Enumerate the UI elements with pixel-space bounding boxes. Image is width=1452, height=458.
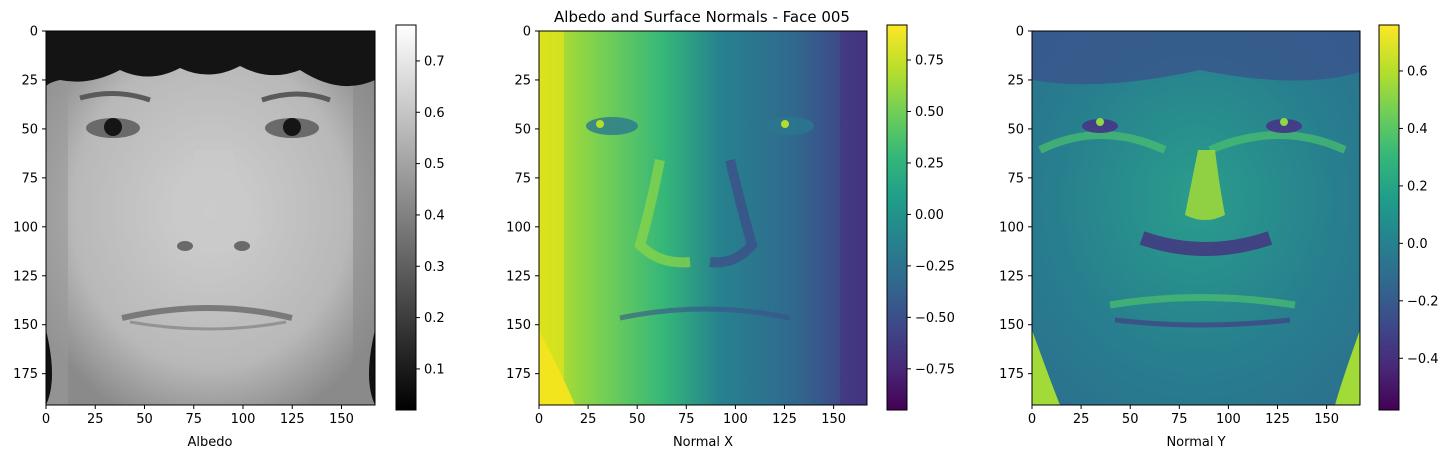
x-tick-label: 50 (1122, 412, 1139, 427)
x-tick-label: 50 (629, 412, 646, 427)
colorbar-tick-label: 0.2 (424, 311, 445, 326)
normal-x-x-label: Normal X (673, 435, 733, 450)
y-tick-label: 125 (506, 269, 531, 284)
y-tick-label: 100 (506, 220, 531, 235)
y-tick-label: 25 (21, 73, 38, 88)
normal-y-panel: 0 25 50 75 100 125 150 0 25 50 75 100 125 150 175 Nor… (999, 24, 1439, 450)
normal-y-y-axis: 0 25 50 75 100 125 150 175 (999, 25, 1032, 382)
colorbar-tick-label: 0.5 (424, 157, 445, 172)
y-tick-label: 0 (30, 25, 38, 40)
x-tick-label: 125 (1265, 412, 1290, 427)
y-tick-label: 50 (1007, 122, 1024, 137)
x-tick-label: 150 (821, 412, 846, 427)
normal-y-image (1032, 31, 1360, 405)
colorbar-tick-label: 0.0 (1407, 237, 1428, 252)
colorbar-tick-label: 0.3 (424, 260, 445, 275)
albedo-image (46, 31, 375, 405)
colorbar-tick-label: −0.75 (915, 362, 955, 377)
y-tick-label: 125 (13, 269, 38, 284)
albedo-y-axis: 0 25 50 75 100 125 150 175 (13, 25, 46, 382)
colorbar-tick-label: −0.50 (915, 311, 955, 326)
y-tick-label: 50 (21, 122, 38, 137)
x-tick-label: 150 (1314, 412, 1339, 427)
colorbar-tick-label: 0.6 (424, 106, 445, 121)
y-tick-label: 25 (1007, 73, 1024, 88)
colorbar-tick-label: 0.00 (915, 208, 944, 223)
y-tick-label: 150 (999, 318, 1024, 333)
y-tick-label: 125 (999, 269, 1024, 284)
colorbar-tick-label: 0.4 (1407, 122, 1428, 137)
normal-x-panel: 0 25 50 75 100 125 150 0 25 50 75 100 125 150 175 Nor… (506, 24, 955, 450)
colorbar-tick-label: 0.1 (424, 362, 445, 377)
colorbar-tick-label: 0.7 (424, 54, 445, 69)
normal-x-x-axis: 0 25 50 75 100 125 150 (535, 405, 846, 427)
normal-y-x-axis: 0 25 50 75 100 125 150 (1028, 405, 1339, 427)
colorbar-tick-label: 0.25 (915, 156, 944, 171)
x-tick-label: 25 (87, 412, 104, 427)
colorbar-tick-label: −0.25 (915, 259, 955, 274)
x-tick-label: 0 (1028, 412, 1036, 427)
normal-x-image (539, 31, 867, 405)
y-tick-label: 175 (506, 367, 531, 382)
y-tick-label: 50 (514, 122, 531, 137)
y-tick-label: 0 (1016, 25, 1024, 40)
x-tick-label: 0 (42, 412, 50, 427)
colorbar-tick-label: −0.4 (1407, 352, 1439, 367)
normal-y-x-label: Normal Y (1166, 435, 1225, 450)
y-tick-label: 150 (13, 318, 38, 333)
y-tick-label: 175 (999, 367, 1024, 382)
colorbar-tick-label: 0.75 (915, 54, 944, 69)
normal-x-y-axis: 0 25 50 75 100 125 150 175 (506, 25, 539, 382)
albedo-x-label: Albedo (188, 435, 233, 450)
x-tick-label: 125 (772, 412, 797, 427)
albedo-colorbar: 0.1 0.2 0.3 0.4 0.5 0.6 0.7 (395, 24, 445, 411)
y-tick-label: 75 (514, 171, 531, 186)
x-tick-label: 75 (185, 412, 202, 427)
x-tick-label: 50 (136, 412, 153, 427)
x-tick-label: 100 (1216, 412, 1241, 427)
y-tick-label: 150 (506, 318, 531, 333)
y-tick-label: 75 (1007, 171, 1024, 186)
x-tick-label: 125 (280, 412, 305, 427)
normal-x-colorbar: −0.75 −0.50 −0.25 0.00 0.25 0.50 0.75 (886, 24, 955, 411)
y-tick-label: 25 (514, 73, 531, 88)
x-tick-label: 75 (678, 412, 695, 427)
albedo-panel: 0 25 50 75 100 125 150 0 25 50 75 100 125 150 175 Alb… (13, 24, 445, 450)
x-tick-label: 100 (723, 412, 748, 427)
colorbar-tick-label: −0.2 (1407, 294, 1439, 309)
colorbar-tick-label: 0.4 (424, 208, 445, 223)
x-tick-label: 100 (231, 412, 256, 427)
albedo-x-axis: 0 25 50 75 100 125 150 (42, 405, 354, 427)
y-tick-label: 75 (21, 171, 38, 186)
x-tick-label: 25 (1073, 412, 1090, 427)
colorbar-tick-label: 0.2 (1407, 179, 1428, 194)
x-tick-label: 150 (329, 412, 354, 427)
x-tick-label: 75 (1171, 412, 1188, 427)
y-tick-label: 175 (13, 367, 38, 382)
normal-y-colorbar: −0.4 −0.2 0.0 0.2 0.4 0.6 (1378, 24, 1439, 411)
x-tick-label: 0 (535, 412, 543, 427)
y-tick-label: 100 (999, 220, 1024, 235)
y-tick-label: 100 (13, 220, 38, 235)
y-tick-label: 0 (523, 25, 531, 40)
colorbar-tick-label: 0.6 (1407, 64, 1428, 79)
x-tick-label: 25 (580, 412, 597, 427)
figure-title: Albedo and Surface Normals - Face 005 (554, 8, 850, 26)
colorbar-tick-label: 0.50 (915, 105, 944, 120)
